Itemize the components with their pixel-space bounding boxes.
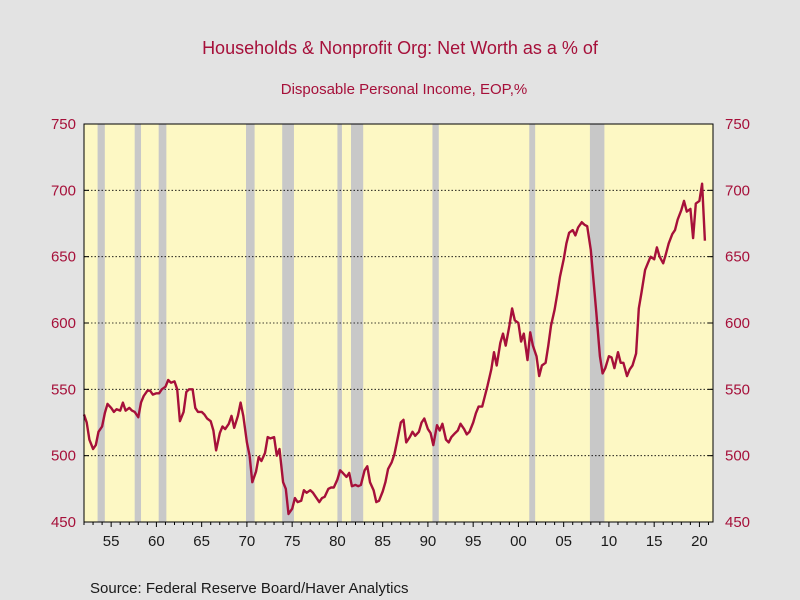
y-tick-label-right: 600 [725, 315, 750, 332]
chart-subtitle: Disposable Personal Income, EOP,% [281, 81, 528, 98]
y-axis: 450 450 500 500 550 550 600 600 650 650 700 700 750 7… [51, 116, 750, 531]
y-tick-label-right: 700 [725, 182, 750, 199]
series-line [82, 182, 707, 516]
recession-band [97, 124, 105, 522]
y-tick-label-left: 750 [51, 116, 76, 133]
x-tick-label: 80 [329, 533, 346, 550]
x-tick-label: 05 [555, 533, 572, 550]
recession-band [432, 124, 439, 522]
y-tick-label-right: 550 [725, 381, 750, 398]
x-tick-label: 65 [193, 533, 210, 550]
x-tick-label: 55 [103, 533, 120, 550]
recession-band [246, 124, 255, 522]
y-tick-label-left: 450 [51, 514, 76, 531]
series-layer [82, 182, 707, 516]
y-tick-label-right: 450 [725, 514, 750, 531]
chart-title: Households & Nonprofit Org: Net Worth as… [202, 38, 599, 58]
y-tick-label-right: 750 [725, 116, 750, 133]
x-tick-label: 85 [374, 533, 391, 550]
x-tick-label: 20 [691, 533, 708, 550]
x-tick-label: 00 [510, 533, 527, 550]
x-tick-label: 60 [148, 533, 165, 550]
recession-band [158, 124, 167, 522]
y-tick-label-left: 500 [51, 448, 76, 465]
plot-area [84, 124, 713, 522]
y-tick-label-left: 700 [51, 182, 76, 199]
x-tick-label: 90 [420, 533, 437, 550]
y-tick-label-left: 600 [51, 315, 76, 332]
x-tick-label: 15 [646, 533, 663, 550]
x-tick-label: 75 [284, 533, 301, 550]
x-tick-label: 10 [601, 533, 618, 550]
y-tick-label-right: 650 [725, 249, 750, 266]
source-note: Source: Federal Reserve Board/Haver Anal… [90, 580, 408, 597]
x-tick-label: 95 [465, 533, 482, 550]
x-axis: 55 60 65 70 75 80 85 90 95 00 05 10 15 20 [83, 522, 709, 550]
y-tick-label-right: 500 [725, 448, 750, 465]
y-tick-label-left: 550 [51, 381, 76, 398]
x-tick-label: 70 [239, 533, 256, 550]
y-tick-label-left: 650 [51, 249, 76, 266]
